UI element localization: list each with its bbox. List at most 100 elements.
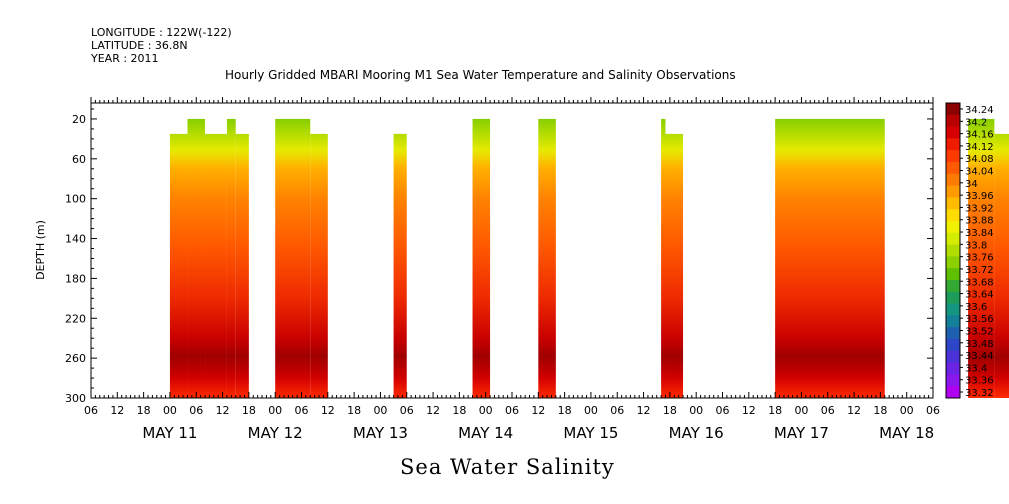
colorbar-swatch (946, 303, 960, 316)
data-block-12 (775, 118, 885, 398)
x-hour-label: 06 (926, 404, 940, 417)
colorbar-label: 33.52 (965, 326, 994, 337)
x-day-label: MAY 18 (879, 424, 934, 442)
colorbar-swatch (946, 197, 960, 210)
colorbar-swatch (946, 103, 960, 116)
x-day-label: MAY 17 (774, 424, 829, 442)
x-hour-label: 12 (637, 404, 651, 417)
x-hour-label: 12 (847, 404, 861, 417)
colorbar-swatch (946, 256, 960, 269)
x-hour-label: 12 (531, 404, 545, 417)
x-hour-label: 06 (84, 404, 98, 417)
chart-title: Hourly Gridded MBARI Mooring M1 Sea Wate… (225, 68, 736, 82)
colorbar-swatch (946, 209, 960, 222)
colorbar-label: 34.04 (965, 167, 994, 178)
colorbar-label: 33.68 (965, 277, 994, 288)
colorbar-swatch (946, 221, 960, 234)
x-hour-label: 06 (189, 404, 203, 417)
colorbar-swatch (946, 339, 960, 352)
x-hour-label: 18 (452, 404, 466, 417)
colorbar-label: 33.76 (965, 253, 994, 264)
colorbar-label: 34.12 (965, 142, 994, 153)
x-day-label: MAY 13 (353, 424, 408, 442)
x-hour-label: 06 (505, 404, 519, 417)
x-hour-label: 00 (268, 404, 282, 417)
colorbar-label: 33.48 (965, 339, 994, 350)
colorbar-label: 33.92 (965, 203, 994, 214)
data-block-14 (994, 133, 1009, 398)
longitude-label: LONGITUDE : 122W(-122) (91, 26, 232, 39)
data-block-5 (275, 118, 311, 398)
x-axis: 06 12 18 00 06 12 18 00 06 12 18 00 06 12 18 00 06 12 18 00… (84, 97, 940, 442)
x-hour-label: 18 (242, 404, 256, 417)
y-tick-label: 100 (65, 193, 86, 206)
data-block-11 (665, 133, 684, 398)
y-tick-label: 180 (65, 272, 86, 285)
colorbar-swatch (946, 374, 960, 387)
colorbar-label: 33.32 (965, 388, 994, 399)
year-label: YEAR : 2011 (91, 52, 159, 65)
x-hour-label: 12 (216, 404, 230, 417)
x-hour-label: 00 (373, 404, 387, 417)
x-hour-label: 18 (347, 404, 361, 417)
data-block-3 (226, 118, 236, 398)
data-block-6 (310, 133, 328, 398)
x-hour-label: 06 (716, 404, 730, 417)
data-block-13 (968, 118, 995, 398)
y-tick-label: 220 (65, 312, 86, 325)
x-hour-label: 06 (295, 404, 309, 417)
colorbar-swatch (946, 362, 960, 375)
colorbar-label: 34 (965, 179, 978, 190)
x-hour-label: 00 (163, 404, 177, 417)
colorbar-label: 34.08 (965, 154, 994, 165)
colorbar-label: 33.84 (965, 228, 994, 239)
data-block-4 (235, 133, 249, 398)
colorbar-swatch (946, 327, 960, 340)
colorbar-swatch (946, 232, 960, 246)
data-block-8 (472, 118, 491, 398)
colorbar-label: 33.4 (965, 363, 987, 374)
colorbar-swatch (946, 350, 960, 364)
x-day-label: MAY 14 (458, 424, 513, 442)
x-hour-label: 18 (558, 404, 572, 417)
colorbar-label: 33.36 (965, 376, 994, 387)
x-hour-label: 00 (900, 404, 914, 417)
colorbar-label: 33.44 (965, 351, 994, 362)
y-tick-label: 300 (65, 392, 86, 405)
colorbar-label: 33.72 (965, 265, 994, 276)
colorbar-label: 34.16 (965, 130, 994, 141)
x-day-label: MAY 15 (563, 424, 618, 442)
colorbar-label: 34.24 (965, 105, 994, 116)
colorbar-swatch (946, 386, 960, 399)
data-block-10 (661, 118, 666, 398)
colorbar-label: 33.56 (965, 314, 994, 325)
x-hour-label: 18 (663, 404, 677, 417)
colorbar-label: 34.2 (965, 117, 987, 128)
x-hour-label: 06 (821, 404, 835, 417)
data-block-7 (393, 133, 407, 398)
y-tick-label: 260 (65, 352, 86, 365)
y-tick-label: 20 (72, 113, 86, 126)
x-day-label: MAY 16 (669, 424, 724, 442)
data-block-2 (205, 133, 227, 398)
colorbar-label: 33.6 (965, 302, 987, 313)
data-block-1 (187, 118, 206, 398)
colorbar-swatch (946, 315, 960, 328)
colorbar-swatch (946, 291, 960, 305)
x-hour-label: 12 (321, 404, 335, 417)
colorbar-swatch (946, 114, 960, 128)
colorbar-swatch (946, 244, 960, 257)
data-block-0 (169, 133, 188, 398)
x-hour-label: 06 (610, 404, 624, 417)
x-hour-label: 06 (400, 404, 414, 417)
latitude-label: LATITUDE : 36.8N (91, 39, 188, 52)
y-tick-label: 140 (65, 233, 86, 246)
colorbar-swatch (946, 268, 960, 281)
y-axis-label: DEPTH (m) (34, 220, 47, 280)
x-hour-label: 00 (479, 404, 493, 417)
x-hour-label: 00 (584, 404, 598, 417)
x-hour-label: 12 (110, 404, 124, 417)
